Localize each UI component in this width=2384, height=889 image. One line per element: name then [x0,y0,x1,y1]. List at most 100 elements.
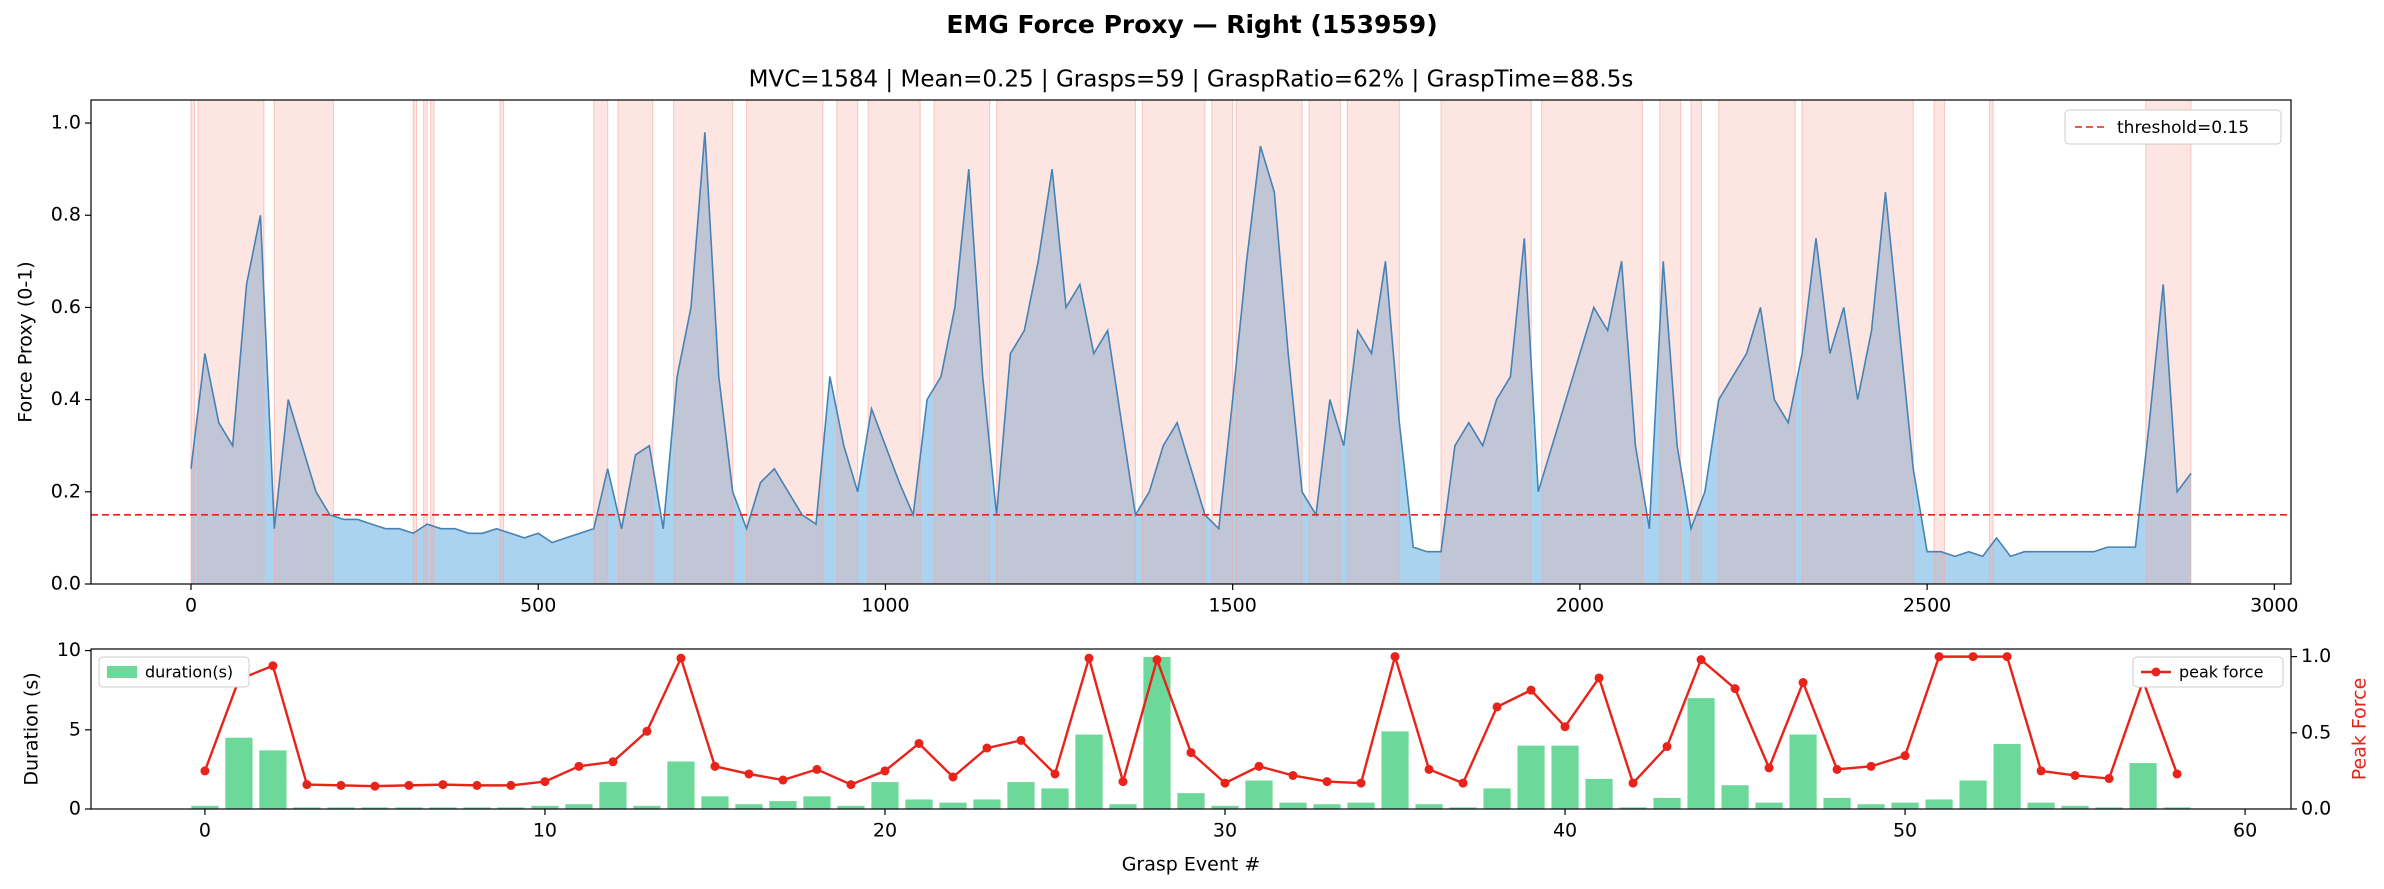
peak-marker [1186,748,1196,758]
duration-bar [769,801,797,809]
peak-marker [2002,652,2012,662]
peak-marker [1900,751,1910,761]
y-tick-label: 10 [57,639,81,661]
peak-marker [268,661,278,671]
duration-bar [1925,799,1953,809]
peak-marker [710,761,720,771]
duration-bar [1007,782,1035,809]
duration-bar [1483,788,1511,809]
x-tick-label: 10 [533,820,557,842]
y-tick-label: 5 [69,718,81,740]
duration-bar [1415,804,1443,809]
y-axis-label: Force Proxy (0-1) [15,261,37,422]
duration-bar [1109,804,1137,809]
peak-marker [948,772,958,782]
y-axis-label: Duration (s) [21,672,43,785]
peak-marker [1730,684,1740,694]
peak-marker [404,780,414,790]
y-tick-label: 0.2 [51,480,81,502]
duration-bar [1517,745,1545,809]
duration-bar [1177,793,1205,809]
x-tick-label: 20 [873,820,897,842]
peak-marker [1254,761,1264,771]
peak-marker [438,780,448,790]
x-tick-label: 2500 [1903,595,1951,617]
y-tick-label: 0 [69,798,81,820]
peak-marker [1152,655,1162,665]
grasp-span [996,100,1136,584]
legend-swatch-marker [2151,667,2161,677]
grasp-span [867,100,921,584]
grasp-span [412,100,418,584]
duration-bar [1279,802,1307,809]
peak-marker [506,780,516,790]
duration-bar [1381,731,1409,809]
peak-marker [2070,770,2080,780]
y2-tick-label: 1.0 [2301,645,2331,667]
peak-marker [1934,652,1944,662]
duration-bar [871,782,899,809]
legend-box [2132,656,2284,688]
peak-marker [1424,764,1434,774]
legend-swatch [107,666,137,678]
duration-bar [973,799,1001,809]
grasp-span [673,100,734,584]
peak-marker [1050,769,1060,779]
peak-marker [1288,770,1298,780]
peak-marker [1628,778,1638,788]
y-tick-label: 0.8 [51,204,81,226]
duration-bar [1993,744,2021,809]
grasp-span [1541,100,1643,584]
grasp-span [499,100,504,584]
duration-bar [361,807,389,809]
duration-bar [531,805,559,809]
duration-bar [1585,778,1613,809]
peak-marker [1084,653,1094,663]
duration-bar [1041,788,1069,809]
peak-marker [778,775,788,785]
peak-marker [1390,652,1400,662]
duration-bar [2061,805,2089,809]
peak-marker [608,757,618,767]
duration-bar [701,796,729,809]
peak-marker [1594,673,1604,683]
grasp-span [593,100,609,584]
axes-title: MVC=1584 | Mean=0.25 | Grasps=59 | Grasp… [749,67,1634,93]
legend-box [98,656,250,688]
duration-bar [1449,807,1477,809]
duration-bar [633,805,661,809]
force-area [191,132,2191,584]
axes-frame [90,99,2292,585]
duration-bar [225,737,253,809]
x-tick-label: 500 [520,595,556,617]
grasp-span [2145,100,2192,584]
peak-marker [1696,655,1706,665]
x-tick-label: 1000 [861,595,909,617]
peak-marker [1560,722,1570,732]
duration-bar [1313,804,1341,809]
x-axis-label: Grasp Event # [1122,854,1261,876]
peak-marker [982,743,992,753]
duration-bar [1211,805,1239,809]
duration-bar [1823,797,1851,809]
legend-label: threshold=0.15 [2117,118,2249,138]
duration-bar [2129,763,2157,809]
duration-bar [1551,745,1579,809]
duration-bar [1891,802,1919,809]
peak-marker [744,769,754,779]
peak-marker [200,766,210,776]
peak-marker [2104,774,2114,784]
x-tick-label: 2000 [1556,595,1604,617]
x-tick-label: 40 [1553,820,1577,842]
y-tick-label: 0.4 [51,388,81,410]
grasp-span [1933,100,1945,584]
axes-frame [90,648,2292,810]
peak-marker [1458,778,1468,788]
duration-bar [1347,802,1375,809]
duration-bar [1653,797,1681,809]
duration-bar [905,799,933,809]
grasp-span [746,100,824,584]
peak-marker [1866,761,1876,771]
